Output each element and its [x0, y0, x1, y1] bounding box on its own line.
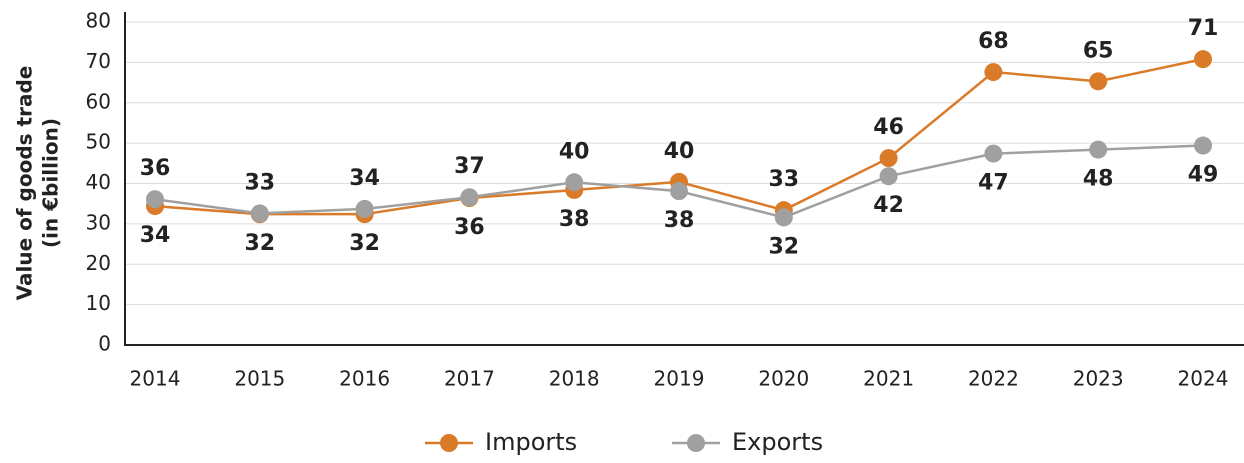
data-label: 32: [244, 231, 275, 256]
y-tick-label: 70: [86, 49, 111, 73]
data-label: 34: [349, 166, 380, 191]
marker: [984, 144, 1003, 163]
y-tick-label: 0: [98, 332, 111, 356]
data-label: 36: [140, 156, 171, 181]
y-tick-label: 20: [86, 251, 111, 275]
marker: [1194, 50, 1212, 69]
x-tick-label: 2021: [863, 367, 914, 391]
x-tick-label: 2015: [234, 367, 285, 391]
y-tick-label: 60: [86, 89, 111, 113]
marker: [670, 182, 688, 201]
data-label: 32: [349, 231, 380, 256]
marker: [1089, 72, 1108, 91]
y-tick-label: 50: [86, 130, 111, 154]
data-label: 34: [140, 223, 171, 248]
x-tick-label: 2019: [654, 367, 705, 391]
data-label: 40: [559, 139, 590, 164]
marker: [355, 199, 374, 218]
marker: [146, 190, 164, 209]
y-tick-label: 30: [86, 210, 111, 234]
marker: [1089, 140, 1108, 159]
data-label: 68: [978, 29, 1009, 54]
marker: [984, 63, 1003, 82]
x-tick-label: 2024: [1178, 367, 1229, 391]
legend-swatch: [687, 434, 705, 452]
data-label: 33: [244, 170, 275, 195]
data-label: 48: [1083, 167, 1114, 192]
data-label: 33: [768, 167, 799, 192]
data-label: 47: [978, 171, 1009, 196]
marker: [1194, 136, 1212, 155]
legend-label: Exports: [732, 428, 823, 456]
data-label: 32: [768, 234, 799, 259]
data-label: 37: [454, 154, 485, 179]
y-tick-label: 10: [86, 291, 111, 315]
marker: [565, 173, 584, 192]
legend-label: Imports: [485, 428, 577, 456]
y-axis-title: (in €billion): [39, 118, 63, 248]
y-tick-label: 40: [86, 170, 111, 194]
x-tick-label: 2022: [968, 367, 1019, 391]
data-label: 40: [664, 139, 695, 164]
x-tick-label: 2020: [758, 367, 809, 391]
data-label: 65: [1083, 38, 1114, 63]
data-label: 46: [873, 115, 904, 140]
x-tick-label: 2018: [549, 367, 600, 391]
y-tick-label: 80: [86, 9, 111, 33]
data-label: 38: [559, 207, 590, 232]
marker: [879, 149, 898, 168]
marker: [460, 188, 479, 207]
data-label: 42: [873, 193, 904, 218]
marker: [250, 204, 269, 223]
x-tick-label: 2016: [339, 367, 390, 391]
legend-swatch: [440, 434, 458, 452]
marker: [774, 208, 793, 227]
data-label: 71: [1188, 16, 1219, 41]
x-tick-label: 2017: [444, 367, 495, 391]
y-axis-title: Value of goods trade: [13, 66, 37, 301]
x-tick-label: 2023: [1073, 367, 1124, 391]
x-tick-label: 2014: [130, 367, 181, 391]
marker: [879, 167, 898, 186]
data-label: 49: [1188, 163, 1219, 188]
data-label: 38: [664, 208, 695, 233]
data-label: 36: [454, 215, 485, 240]
